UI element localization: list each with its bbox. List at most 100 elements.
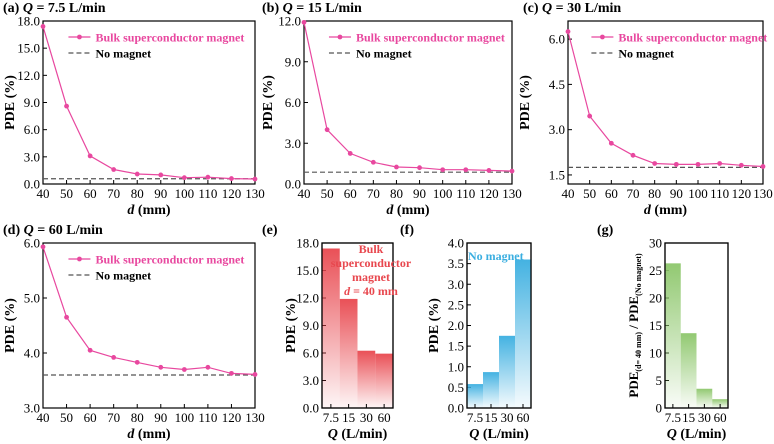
bar [665, 263, 681, 408]
x-tick-label: 60 [84, 410, 97, 425]
title-rest: = 60 L/min [34, 223, 103, 238]
x-axis-label: d (mm) [386, 203, 429, 218]
x-tick-label: 120 [732, 186, 752, 201]
title-variable: Q [542, 1, 552, 16]
x-axis-unit: (mm) [138, 203, 171, 218]
x-tick-label: 70 [107, 186, 120, 201]
x-axis-variable: d [127, 203, 135, 218]
x-tick-label: 60 [517, 410, 530, 425]
y-tick-label: 6.0 [285, 95, 301, 110]
data-point [205, 364, 211, 370]
y-axis-label: PDE (%) [3, 75, 18, 130]
y-tick-label: 5 [656, 373, 663, 388]
panel-label: (g) [597, 223, 614, 238]
legend-marker [77, 256, 82, 262]
x-tick-label: 130 [245, 186, 265, 201]
y-tick-label: 10 [649, 346, 662, 361]
x-axis-unit: (mm) [397, 203, 430, 218]
y-axis-label-sub1: (d= 40 mm) [634, 332, 643, 372]
panel-c: 1.5 3.0 4.5 6.0 40 50 60 70 80 90 100 110 120 130 Bulk… [518, 1, 773, 218]
y-tick-label: 0.0 [285, 177, 301, 192]
annotation-line: magnet [352, 270, 390, 284]
x-tick-label: 15 [682, 410, 695, 425]
y-tick-label: 15 [649, 318, 662, 333]
x-axis-label: d (mm) [127, 203, 170, 218]
y-tick-label: 12.0 [278, 14, 301, 29]
data-point [370, 159, 376, 165]
x-tick-label: 15 [485, 410, 498, 425]
plot-frame [42, 242, 256, 409]
x-tick-label: 90 [413, 186, 426, 201]
x-tick-label: 7.5 [323, 410, 339, 425]
y-tick-label: 12.0 [17, 68, 40, 83]
data-point [565, 29, 571, 34]
x-tick-label: 15 [342, 410, 355, 425]
panel-label: (b) [262, 1, 283, 16]
y-axis-label: PDE(d= 40 mm) / PDE(No magnet) [626, 253, 643, 398]
x-tick-label: 70 [107, 410, 120, 425]
x-axis-unit: (mm) [654, 203, 687, 218]
x-axis-variable: d [386, 203, 394, 218]
x-tick-label: 120 [222, 410, 242, 425]
bar [515, 259, 531, 408]
x-tick-label: 130 [753, 186, 773, 201]
data-point [181, 367, 187, 372]
title-rest: = 30 L/min [552, 1, 621, 16]
data-point [440, 167, 446, 173]
panel-title: (d) Q = 60 L/min [3, 223, 103, 238]
x-tick-label: 80 [648, 186, 661, 201]
data-point [738, 162, 744, 168]
legend-label-no-magnet: No magnet [618, 47, 674, 61]
bar [339, 298, 358, 408]
x-tick-label: 110 [198, 410, 217, 425]
x-axis-variable: Q [328, 427, 338, 442]
y-tick-label: 0.5 [448, 380, 464, 395]
y-axis-label-sub2: (No magnet) [634, 253, 643, 296]
y-tick-label: 0 [656, 401, 663, 416]
data-point [673, 161, 679, 167]
y-tick-label: 4.0 [448, 236, 464, 251]
x-tick-label: 130 [245, 410, 265, 425]
data-point [134, 171, 140, 177]
data-point [87, 153, 93, 159]
data-point [324, 127, 330, 133]
y-tick-label: 18.0 [17, 14, 40, 29]
panel-title: (c) Q = 30 L/min [523, 1, 621, 16]
x-tick-label: 90 [670, 186, 683, 201]
panel-a: 0.03.06.09.012.015.018.040 50 60 70 80 90 100 1… [3, 1, 265, 218]
magnet-series-line [42, 246, 256, 375]
x-tick-label: 30 [501, 410, 514, 425]
data-point [608, 140, 614, 146]
x-tick-label: 120 [479, 186, 499, 201]
x-tick-label: 40 [37, 186, 50, 201]
data-point [760, 164, 766, 169]
panel-label: (e) [262, 223, 278, 238]
annotation-variable: d [344, 284, 351, 298]
x-tick-label: 80 [131, 186, 144, 201]
panel-label: (c) [523, 1, 542, 16]
data-point [181, 175, 187, 181]
x-tick-label: 110 [456, 186, 475, 201]
y-tick-label: 0.0 [24, 177, 40, 192]
panel-f: 0.0 0.5 1.0 1.5 2.0 2.5 3.0 3.5 4.0 7.5 15 30 60 (f) N… [400, 223, 532, 442]
bar [696, 388, 713, 408]
bar [499, 335, 515, 408]
data-point [717, 161, 723, 166]
x-tick-label: 30 [360, 410, 373, 425]
y-tick-label: 4.5 [549, 77, 565, 92]
x-axis-label: d (mm) [127, 427, 170, 442]
x-tick-label: 80 [131, 410, 144, 425]
data-point [587, 113, 593, 119]
bar [712, 399, 728, 408]
x-tick-label: 40 [37, 410, 50, 425]
x-axis-label: Q (L/min) [328, 427, 388, 442]
y-tick-label: 6.0 [303, 346, 319, 361]
y-axis-label-main: PDE [626, 372, 641, 398]
x-axis-label: Q (L/min) [667, 427, 727, 442]
x-axis-label: d (mm) [644, 203, 687, 218]
plot-frame [303, 20, 513, 185]
data-point [509, 168, 515, 174]
data-point [87, 347, 93, 353]
